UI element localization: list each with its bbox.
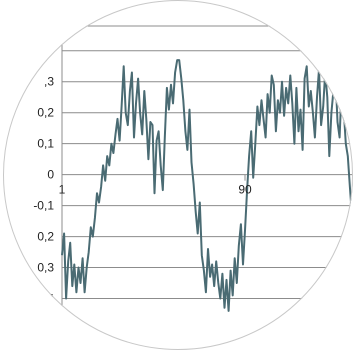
y-tick-label: 0,1 [37,137,54,151]
series-layer [61,59,353,312]
y-tick-label: ,3 [44,75,54,89]
y-tick-label: 0 [47,168,54,182]
series-line-1 [61,59,353,312]
circular-frame [3,0,353,350]
y-tick-label: ,4 [44,292,54,306]
x-tick-label: 90 [238,183,252,197]
gridlines [62,25,353,300]
y-tick-label: -0,1 [33,199,54,213]
y-tick-label: 0,3 [37,261,54,275]
axes [61,26,353,314]
y-tick-label: 0,2 [37,230,54,244]
y-tick-label: 0,2 [37,106,54,120]
x-tick-label: 1 [59,183,66,197]
